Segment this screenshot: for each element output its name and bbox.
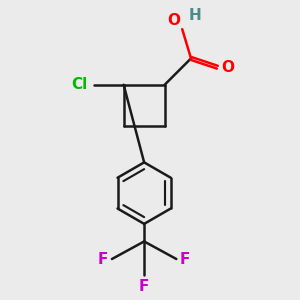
Text: F: F xyxy=(139,279,149,294)
Text: O: O xyxy=(168,13,181,28)
Text: O: O xyxy=(221,60,234,75)
Text: Cl: Cl xyxy=(71,77,87,92)
Text: H: H xyxy=(189,8,202,23)
Text: F: F xyxy=(98,251,108,266)
Text: F: F xyxy=(180,251,190,266)
